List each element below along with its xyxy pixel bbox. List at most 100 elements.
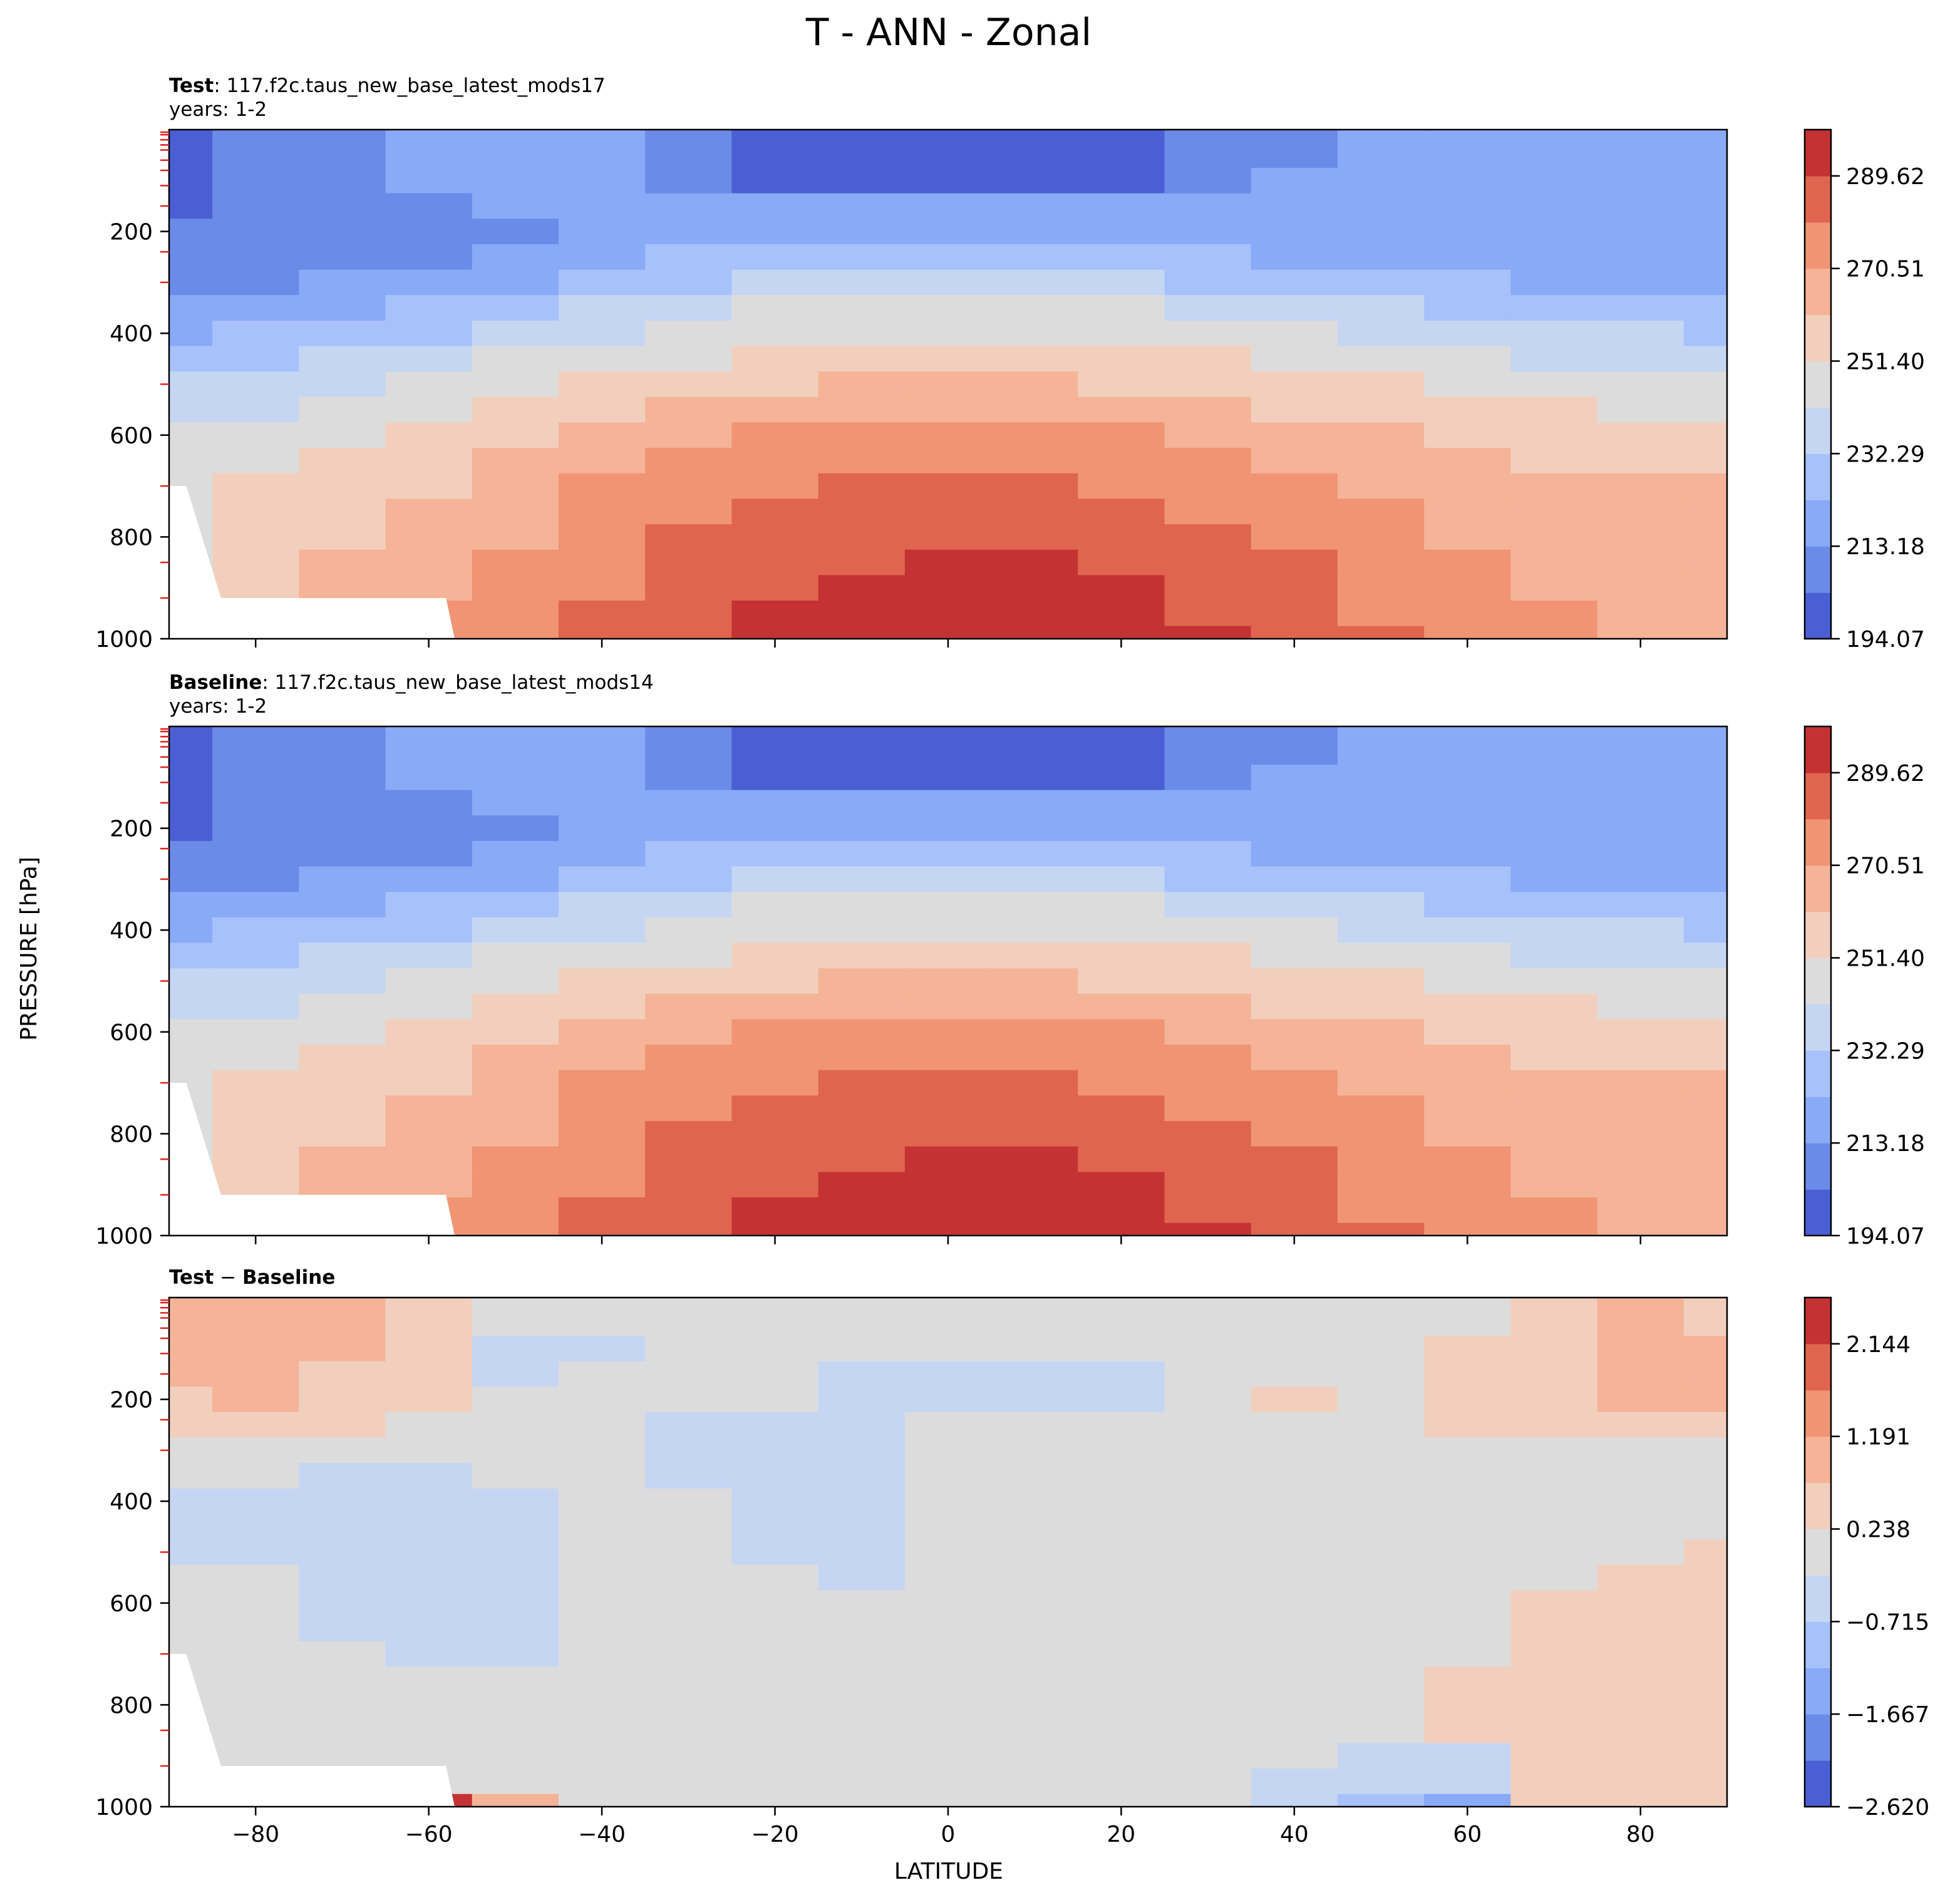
colorbar-tick-label: 194.07 xyxy=(1846,1224,1925,1249)
contour-cell xyxy=(1510,448,1598,474)
contour-cell xyxy=(1597,815,1684,842)
contour-cell xyxy=(818,1717,905,1744)
contour-cell xyxy=(1338,993,1425,1020)
contour-cell xyxy=(1164,1070,1252,1097)
colorbar-tick-label: 232.29 xyxy=(1846,441,1925,467)
contour-cell xyxy=(1683,765,1727,791)
contour-cell xyxy=(1338,968,1425,994)
contour-cell xyxy=(169,168,213,194)
contour-cell xyxy=(1597,942,1684,969)
colorbar-tick-label: 213.18 xyxy=(1846,534,1925,560)
contour-cell xyxy=(1251,1386,1338,1413)
contour-cell xyxy=(904,1564,992,1591)
contour-cell xyxy=(1597,1019,1684,1045)
contour-cell xyxy=(472,1641,559,1668)
contour-cell xyxy=(645,840,733,867)
contour-cell xyxy=(559,1590,646,1616)
contour-cell xyxy=(1510,473,1598,500)
contour-cell xyxy=(818,396,905,423)
contour-cell xyxy=(1078,1121,1165,1147)
contour-cell xyxy=(472,1095,559,1122)
contour-cell xyxy=(1510,1743,1598,1769)
contour-cell xyxy=(212,1514,300,1540)
contour-cell xyxy=(1510,601,1598,627)
contour-cell xyxy=(645,866,733,892)
contour-cell xyxy=(1078,1298,1165,1336)
contour-cell xyxy=(1164,1692,1252,1718)
contour-cell xyxy=(645,244,733,271)
contour-cell xyxy=(212,1412,300,1438)
contour-cell xyxy=(559,219,646,245)
panel-diff: 200 400 600 800 1000 −80 −60 −40 −20 0 20 40 60 80 Tes… xyxy=(95,1266,1929,1847)
contour-cell xyxy=(1510,130,1598,168)
contour-cell xyxy=(1164,1437,1252,1464)
contour-cell xyxy=(991,1488,1079,1515)
contour-cell xyxy=(1078,130,1165,168)
contour-cell xyxy=(1338,524,1425,550)
contour-cell xyxy=(1597,269,1684,296)
contour-cell xyxy=(472,942,559,969)
contour-cell xyxy=(169,1336,213,1362)
colorbar-swatch xyxy=(1805,175,1831,223)
contour-cell xyxy=(731,942,819,969)
contour-cell xyxy=(1078,168,1165,194)
x-tick-label: −80 xyxy=(232,1822,279,1847)
contour-cell xyxy=(385,1336,473,1362)
contour-cell xyxy=(1078,1146,1165,1173)
panel-title-diff: Test − Baseline xyxy=(169,1266,335,1289)
contour-cell xyxy=(1338,840,1425,867)
contour-cell xyxy=(212,942,300,969)
contour-cell xyxy=(645,765,733,791)
contour-cell xyxy=(299,1488,386,1515)
contour-cell xyxy=(1078,1768,1165,1795)
contour-cell xyxy=(1164,422,1252,448)
contour-cell xyxy=(472,244,559,271)
contour-cell xyxy=(169,1564,213,1591)
contour-cell xyxy=(818,422,905,448)
contour-cell xyxy=(731,1412,819,1438)
contour-cell xyxy=(559,1222,646,1236)
contour-cell xyxy=(1078,193,1165,219)
contour-cell xyxy=(1424,1539,1512,1566)
contour-cell xyxy=(472,1564,559,1591)
contour-cell xyxy=(299,244,386,271)
contour-cell xyxy=(904,295,992,321)
contour-cell xyxy=(472,1666,559,1693)
contour-cell xyxy=(559,1463,646,1489)
contour-cell xyxy=(731,892,819,918)
colorbar-tick-label: 2.144 xyxy=(1846,1332,1911,1358)
contour-cell xyxy=(1597,498,1684,525)
contour-cell xyxy=(904,1019,992,1045)
contour-cell xyxy=(991,1222,1079,1236)
contour-cell xyxy=(991,1146,1079,1173)
contour-cell xyxy=(1424,726,1512,765)
contour-cell xyxy=(818,1514,905,1540)
contour-cell xyxy=(991,498,1079,525)
contour-cell xyxy=(1424,396,1512,423)
colorbar-swatch xyxy=(1805,1621,1831,1668)
contour-cell xyxy=(1424,1590,1512,1616)
contour-cell xyxy=(1510,1222,1598,1236)
contour-cell xyxy=(731,1070,819,1097)
panel-title-bold: Test xyxy=(169,75,214,97)
colorbar-tick-label: −1.667 xyxy=(1846,1702,1929,1728)
contour-cell xyxy=(1424,524,1512,550)
contour-cell xyxy=(1164,1222,1252,1236)
contour-cell xyxy=(1338,448,1425,474)
contour-cell xyxy=(1338,1019,1425,1045)
contour-cell xyxy=(1510,1514,1598,1540)
contour-cell xyxy=(559,790,646,817)
contour-cell xyxy=(299,993,386,1020)
contour-cell xyxy=(212,1488,300,1515)
contour-cell xyxy=(1251,371,1338,398)
contour-cell xyxy=(818,1794,905,1807)
contour-cell xyxy=(1164,1768,1252,1795)
contour-cell xyxy=(559,726,646,765)
contour-cell xyxy=(385,1361,473,1388)
contour-cell xyxy=(904,1172,992,1198)
contour-cell xyxy=(385,168,473,194)
contour-cell xyxy=(991,448,1079,474)
contour-cell xyxy=(731,1692,819,1718)
contour-cell xyxy=(212,1336,300,1362)
colorbar-tick-label: −2.620 xyxy=(1846,1795,1929,1820)
